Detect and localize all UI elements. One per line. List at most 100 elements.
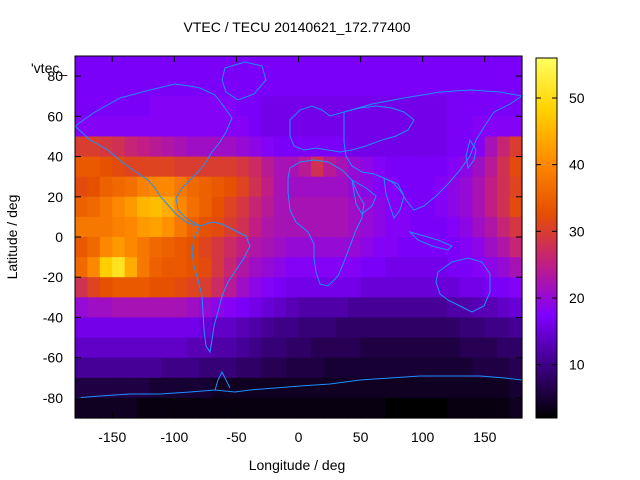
heatmap-cell xyxy=(472,96,486,117)
heatmap-cell xyxy=(186,156,200,178)
heatmap-cell xyxy=(137,156,151,178)
heatmap-cell xyxy=(248,397,262,419)
heatmap-cell xyxy=(472,317,486,339)
heatmap-cell xyxy=(323,76,337,97)
heatmap-cell xyxy=(447,136,461,158)
heatmap-cell xyxy=(348,337,362,359)
heatmap-cell xyxy=(472,76,486,97)
heatmap-cell xyxy=(174,397,188,419)
heatmap-cell xyxy=(509,297,523,319)
heatmap-cell xyxy=(298,116,312,138)
heatmap-cell xyxy=(298,317,312,339)
heatmap-cell xyxy=(410,176,424,198)
heatmap-cell xyxy=(87,196,101,218)
heatmap-cell xyxy=(137,237,151,258)
heatmap-cell xyxy=(87,76,101,97)
heatmap-cell xyxy=(75,357,89,379)
heatmap-cell xyxy=(484,76,498,97)
heatmap-cell xyxy=(298,76,312,97)
heatmap-cell xyxy=(360,156,374,178)
heatmap-cell xyxy=(310,196,324,218)
heatmap-cell xyxy=(422,257,436,278)
heatmap-cell xyxy=(224,237,238,258)
heatmap-cell xyxy=(348,377,362,399)
heatmap-cell xyxy=(472,196,486,218)
heatmap-cell xyxy=(310,116,324,138)
heatmap-cell xyxy=(99,237,113,258)
heatmap-cell xyxy=(348,317,362,339)
heatmap-cell xyxy=(435,116,449,138)
heatmap-cell xyxy=(199,136,213,158)
x-axis-ticks: -150 -100 -50 0 50 100 150 xyxy=(98,56,497,445)
coast-india xyxy=(383,177,405,220)
heatmap-cell xyxy=(348,116,362,138)
heatmap-cell xyxy=(186,116,200,138)
heatmap-cell xyxy=(174,277,188,298)
heatmap-cell xyxy=(112,377,126,399)
heatmap-cell xyxy=(422,357,436,379)
heatmap-cell xyxy=(236,96,250,117)
heatmap-cell xyxy=(459,96,473,117)
heatmap-cell xyxy=(286,116,300,138)
heatmap-cell xyxy=(261,237,275,258)
heatmap-cell xyxy=(385,257,399,278)
heatmap-cell xyxy=(99,337,113,359)
heatmap-cell xyxy=(435,136,449,158)
heatmap-cell xyxy=(112,136,126,158)
heatmap-cell xyxy=(422,56,436,77)
heatmap-cell xyxy=(199,176,213,198)
heatmap-cell xyxy=(298,176,312,198)
heatmap-cell xyxy=(211,277,225,298)
heatmap-cell xyxy=(410,216,424,238)
heatmap-cell xyxy=(236,357,250,379)
heatmap-cell xyxy=(75,377,89,399)
heatmap-cell xyxy=(186,397,200,419)
heatmap-cell xyxy=(99,397,113,419)
heatmap-cell xyxy=(310,337,324,359)
heatmap-cell xyxy=(112,196,126,218)
heatmap-cell xyxy=(75,216,89,238)
heatmap-cell xyxy=(248,156,262,178)
heatmap-cell xyxy=(397,297,411,319)
heatmap-cell xyxy=(99,317,113,339)
heatmap-cell xyxy=(509,337,523,359)
heatmap-cell xyxy=(497,397,511,419)
heatmap-cell xyxy=(211,257,225,278)
heatmap-cell xyxy=(161,156,175,178)
heatmap-cell xyxy=(199,317,213,339)
heatmap-cell xyxy=(211,216,225,238)
heatmap-cell xyxy=(348,56,362,77)
heatmap-cell xyxy=(99,176,113,198)
heatmap-cell xyxy=(310,377,324,399)
heatmap-cell xyxy=(360,136,374,158)
heatmap-cell xyxy=(137,116,151,138)
heatmap-cell xyxy=(385,116,399,138)
heatmap-cell xyxy=(124,317,138,339)
heatmap-cell xyxy=(211,156,225,178)
heatmap-cell xyxy=(161,277,175,298)
heatmap-cell xyxy=(360,96,374,117)
heatmap-cell xyxy=(224,76,238,97)
heatmap-cell xyxy=(87,277,101,298)
heatmap-cell xyxy=(422,337,436,359)
heatmap-cell xyxy=(87,297,101,319)
heatmap-cell xyxy=(199,56,213,77)
heatmap-cell xyxy=(224,297,238,319)
heatmap-cell xyxy=(174,156,188,178)
heatmap-cell xyxy=(211,397,225,419)
heatmap-cell xyxy=(149,377,163,399)
heatmap-cell xyxy=(87,357,101,379)
heatmap-cell xyxy=(385,56,399,77)
heatmap-cell xyxy=(174,237,188,258)
heatmap-cell xyxy=(199,216,213,238)
heatmap-cell xyxy=(348,297,362,319)
heatmap-cell xyxy=(298,377,312,399)
heatmap-cell xyxy=(174,257,188,278)
heatmap-cell xyxy=(410,56,424,77)
heatmap-cell xyxy=(75,297,89,319)
heatmap-cell xyxy=(410,297,424,319)
heatmap-cell xyxy=(273,56,287,77)
heatmap-cell xyxy=(397,96,411,117)
heatmap-cell xyxy=(75,76,89,97)
